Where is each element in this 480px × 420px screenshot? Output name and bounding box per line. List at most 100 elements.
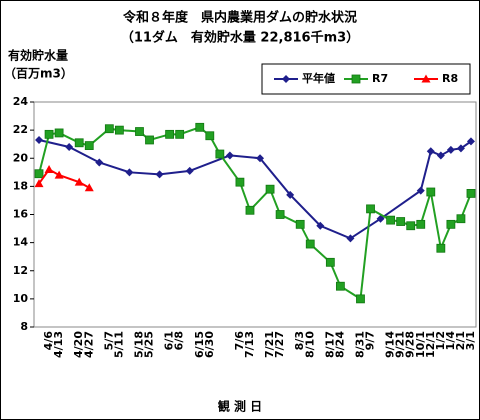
x-tick-label: 8/31 <box>353 331 366 358</box>
legend-marker <box>421 74 431 83</box>
chart-subtitle: （11ダム 有効貯水量 22,816千m3） <box>121 30 359 46</box>
x-tick-label: 6/8 <box>173 331 186 350</box>
point <box>265 184 275 194</box>
plot-area <box>33 101 477 328</box>
point <box>335 281 345 291</box>
x-tick-label: 8/3 <box>293 331 306 350</box>
point <box>305 239 315 249</box>
point <box>275 210 285 219</box>
y-axis-title: 有効貯水量 <box>8 48 68 63</box>
x-tick-label: 2/1 <box>454 331 467 350</box>
x-tick-label: 5/18 <box>132 331 145 358</box>
point <box>114 125 124 135</box>
point <box>104 124 114 134</box>
point <box>286 190 295 199</box>
point <box>185 166 194 175</box>
x-tick-label: 1/2 <box>434 331 447 350</box>
point <box>205 131 215 141</box>
point <box>386 215 396 225</box>
x-tick-label: 8/17 <box>323 331 336 358</box>
x-tick-label: 5/7 <box>102 331 115 350</box>
x-tick-label: 6/1 <box>163 331 176 350</box>
point <box>44 165 54 173</box>
x-tick-label: 10/1 <box>414 331 427 358</box>
point <box>456 144 465 153</box>
y-tick-label: 22 <box>13 123 28 136</box>
chart-title: 令和８年度 県内農業用ダムの貯水状況 <box>123 10 357 26</box>
point <box>446 219 456 229</box>
y-tick-label: 20 <box>13 151 29 164</box>
point <box>325 257 335 267</box>
legend: 平年値 R7 R8 <box>261 63 471 95</box>
x-tick-label: 9/14 <box>384 331 397 358</box>
legend-marker <box>282 75 290 83</box>
y-axis-title: （百万m3） <box>4 66 73 81</box>
x-tick-label: 5/11 <box>112 331 125 358</box>
x-tick-label: 8/24 <box>333 331 346 358</box>
x-tick-label: 4/27 <box>82 331 95 358</box>
point <box>35 135 44 144</box>
point <box>456 214 466 224</box>
point <box>256 154 265 163</box>
point <box>225 151 234 160</box>
point <box>416 186 425 195</box>
y-tick-label: 18 <box>13 179 28 192</box>
x-tick-label: 1/4 <box>444 331 457 351</box>
y-tick-label: 14 <box>13 236 29 249</box>
point <box>426 147 435 156</box>
point <box>65 143 74 151</box>
y-tick-label: 10 <box>13 292 29 305</box>
point <box>135 127 144 136</box>
point <box>84 141 94 150</box>
x-tick-label: 7/6 <box>233 331 246 351</box>
point <box>406 221 416 231</box>
x-tick-label: 12/1 <box>424 331 437 358</box>
point <box>74 177 84 186</box>
point <box>54 128 64 138</box>
point <box>84 183 94 192</box>
y-tick-label: 16 <box>13 208 29 221</box>
point <box>235 177 245 187</box>
point <box>356 294 365 304</box>
x-tick-label: 6/15 <box>193 331 206 358</box>
x-tick-label: 7/21 <box>263 331 276 358</box>
point <box>436 243 446 253</box>
x-tick-label: 4/6 <box>42 331 55 351</box>
point <box>155 170 164 179</box>
point <box>396 217 406 226</box>
x-tick-label: 9/21 <box>394 331 407 358</box>
point <box>175 129 185 139</box>
point <box>245 205 255 215</box>
point <box>366 204 375 214</box>
point <box>416 219 426 229</box>
point <box>95 158 104 167</box>
point <box>145 135 154 145</box>
point <box>466 189 476 198</box>
point <box>74 138 84 148</box>
legend-label: R7 <box>372 72 388 85</box>
x-tick-label: 5/25 <box>143 331 156 358</box>
x-tick-label: 9/28 <box>404 331 417 358</box>
legend-label: R8 <box>442 72 458 85</box>
point <box>426 187 436 197</box>
point <box>316 221 325 230</box>
x-tick-label: 7/13 <box>243 331 256 358</box>
point <box>436 151 445 160</box>
x-tick-label: 9/7 <box>364 331 377 350</box>
y-tick-label: 24 <box>13 95 29 108</box>
point <box>34 169 44 179</box>
point <box>295 219 305 229</box>
point <box>466 137 475 146</box>
legend-marker <box>351 74 361 84</box>
point <box>125 168 134 177</box>
x-tick-label: 8/10 <box>303 331 316 358</box>
point <box>446 145 455 154</box>
point <box>346 234 355 243</box>
point <box>195 122 205 132</box>
x-tick-label: 4/13 <box>52 331 65 358</box>
point <box>34 179 44 188</box>
y-tick-label: 12 <box>13 264 28 277</box>
legend-label: 平年値 <box>302 71 335 85</box>
point <box>54 170 64 179</box>
x-tick-label: 3/1 <box>464 331 477 350</box>
